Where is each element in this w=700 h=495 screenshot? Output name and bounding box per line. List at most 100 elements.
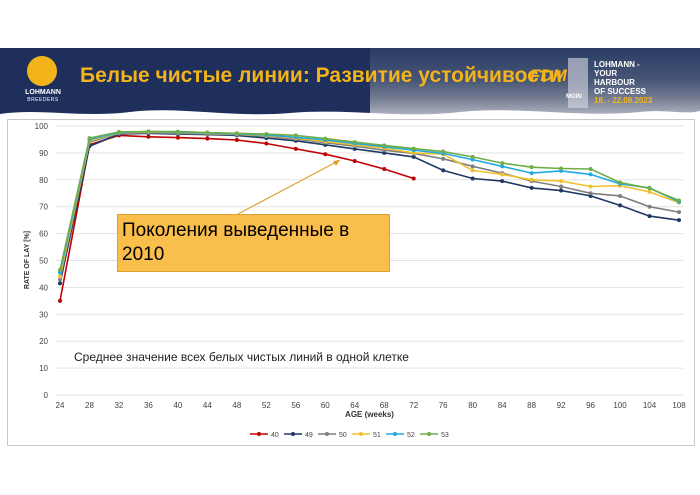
data-point-53 bbox=[529, 165, 534, 170]
event-line: HARBOUR bbox=[594, 78, 635, 87]
y-tick-label: 60 bbox=[39, 230, 48, 239]
x-tick-label: 92 bbox=[557, 401, 566, 410]
event-line: LOHMANN - bbox=[594, 60, 640, 69]
data-point-50 bbox=[588, 191, 593, 196]
data-point-40 bbox=[293, 146, 298, 151]
data-point-53 bbox=[87, 136, 92, 141]
data-point-53 bbox=[677, 198, 681, 203]
x-tick-label: 96 bbox=[586, 401, 595, 410]
x-tick-label: 52 bbox=[262, 401, 271, 410]
data-point-52 bbox=[529, 171, 534, 176]
data-point-49 bbox=[58, 281, 62, 286]
data-point-53 bbox=[175, 129, 180, 134]
x-tick-label: 32 bbox=[114, 401, 123, 410]
data-point-53 bbox=[264, 132, 269, 137]
data-point-50 bbox=[677, 210, 681, 215]
fdm-logo: FDM bbox=[530, 66, 567, 85]
page-title: Белые чистые линии: Развитие устойчивост… bbox=[80, 64, 563, 87]
data-point-40 bbox=[411, 176, 416, 181]
logo-line2: BREEDERS bbox=[27, 97, 59, 103]
data-point-49 bbox=[470, 176, 475, 181]
data-point-53 bbox=[205, 130, 210, 135]
data-point-40 bbox=[352, 158, 357, 163]
y-tick-label: 0 bbox=[44, 391, 49, 400]
legend-label: 51 bbox=[373, 432, 381, 439]
lohmann-logo: LOHMANN BREEDERS bbox=[18, 56, 68, 114]
data-point-49 bbox=[647, 214, 652, 219]
data-point-40 bbox=[205, 136, 210, 141]
data-point-40 bbox=[175, 135, 180, 140]
data-point-40 bbox=[382, 167, 387, 172]
data-point-53 bbox=[116, 129, 121, 134]
data-point-50 bbox=[470, 164, 475, 169]
legend-marker-50 bbox=[325, 432, 329, 436]
data-point-52 bbox=[500, 164, 505, 169]
callout-pointer-head bbox=[333, 160, 340, 166]
legend-marker-40 bbox=[257, 432, 261, 436]
y-axis-label: RATE OF LAY [%] bbox=[24, 231, 31, 289]
data-point-49 bbox=[411, 154, 416, 159]
data-point-40 bbox=[234, 137, 239, 142]
x-tick-label: 36 bbox=[144, 401, 153, 410]
x-tick-label: 44 bbox=[203, 401, 212, 410]
x-axis-label: AGE (weeks) bbox=[345, 410, 394, 419]
x-tick-label: 24 bbox=[56, 401, 65, 410]
callout-text: Поколения выведенные в 2010 bbox=[122, 220, 350, 265]
data-point-51 bbox=[58, 274, 62, 279]
legend-marker-49 bbox=[291, 432, 295, 436]
y-tick-label: 50 bbox=[39, 257, 48, 266]
legend-marker-51 bbox=[359, 432, 363, 436]
callout-pointer bbox=[237, 159, 341, 215]
legend-marker-53 bbox=[427, 432, 431, 436]
y-tick-label: 20 bbox=[39, 337, 48, 346]
data-point-51 bbox=[470, 168, 475, 173]
data-point-51 bbox=[529, 177, 534, 182]
y-tick-label: 30 bbox=[39, 310, 48, 319]
x-tick-label: 28 bbox=[85, 401, 94, 410]
data-point-53 bbox=[323, 136, 328, 141]
x-tick-label: 72 bbox=[409, 401, 418, 410]
data-point-50 bbox=[618, 193, 623, 198]
data-point-49 bbox=[677, 218, 681, 223]
data-point-52 bbox=[588, 172, 593, 177]
data-point-49 bbox=[529, 185, 534, 190]
x-tick-label: 84 bbox=[498, 401, 507, 410]
event-line: YOUR bbox=[594, 69, 618, 78]
data-point-51 bbox=[500, 172, 505, 177]
logo-mark-icon bbox=[27, 56, 57, 86]
x-tick-label: 56 bbox=[291, 401, 300, 410]
data-point-50 bbox=[559, 184, 564, 189]
y-tick-label: 90 bbox=[39, 149, 48, 158]
legend-label: 52 bbox=[407, 432, 415, 439]
data-point-40 bbox=[323, 152, 328, 157]
banner-wave bbox=[0, 110, 700, 120]
data-point-50 bbox=[441, 156, 446, 161]
data-point-53 bbox=[146, 129, 151, 134]
fdm-subtext: MOIN bbox=[566, 94, 582, 100]
x-tick-label: 88 bbox=[527, 401, 536, 410]
x-tick-label: 100 bbox=[613, 401, 627, 410]
legend-label: 40 bbox=[271, 432, 279, 439]
x-tick-label: 76 bbox=[439, 401, 448, 410]
data-point-51 bbox=[559, 179, 564, 184]
event-dates: 18. - 22.09.2023 bbox=[594, 96, 653, 105]
x-tick-label: 64 bbox=[350, 401, 359, 410]
x-tick-label: 68 bbox=[380, 401, 389, 410]
logo-line1: LOHMANN bbox=[25, 89, 61, 96]
event-line: OF SUCCESS bbox=[594, 87, 647, 96]
y-tick-label: 40 bbox=[39, 283, 48, 292]
legend-label: 50 bbox=[339, 432, 347, 439]
data-point-50 bbox=[647, 204, 652, 209]
y-tick-label: 70 bbox=[39, 203, 48, 212]
data-point-49 bbox=[441, 168, 446, 173]
data-point-40 bbox=[264, 141, 269, 146]
data-point-53 bbox=[559, 166, 564, 171]
legend-label: 49 bbox=[305, 432, 313, 439]
data-point-53 bbox=[500, 161, 505, 166]
data-point-49 bbox=[618, 203, 623, 208]
data-point-53 bbox=[382, 143, 387, 148]
x-tick-label: 60 bbox=[321, 401, 330, 410]
chart-note: Среднее значение всех белых чистых линий… bbox=[74, 350, 409, 364]
data-point-51 bbox=[588, 184, 593, 189]
data-point-40 bbox=[58, 298, 62, 303]
